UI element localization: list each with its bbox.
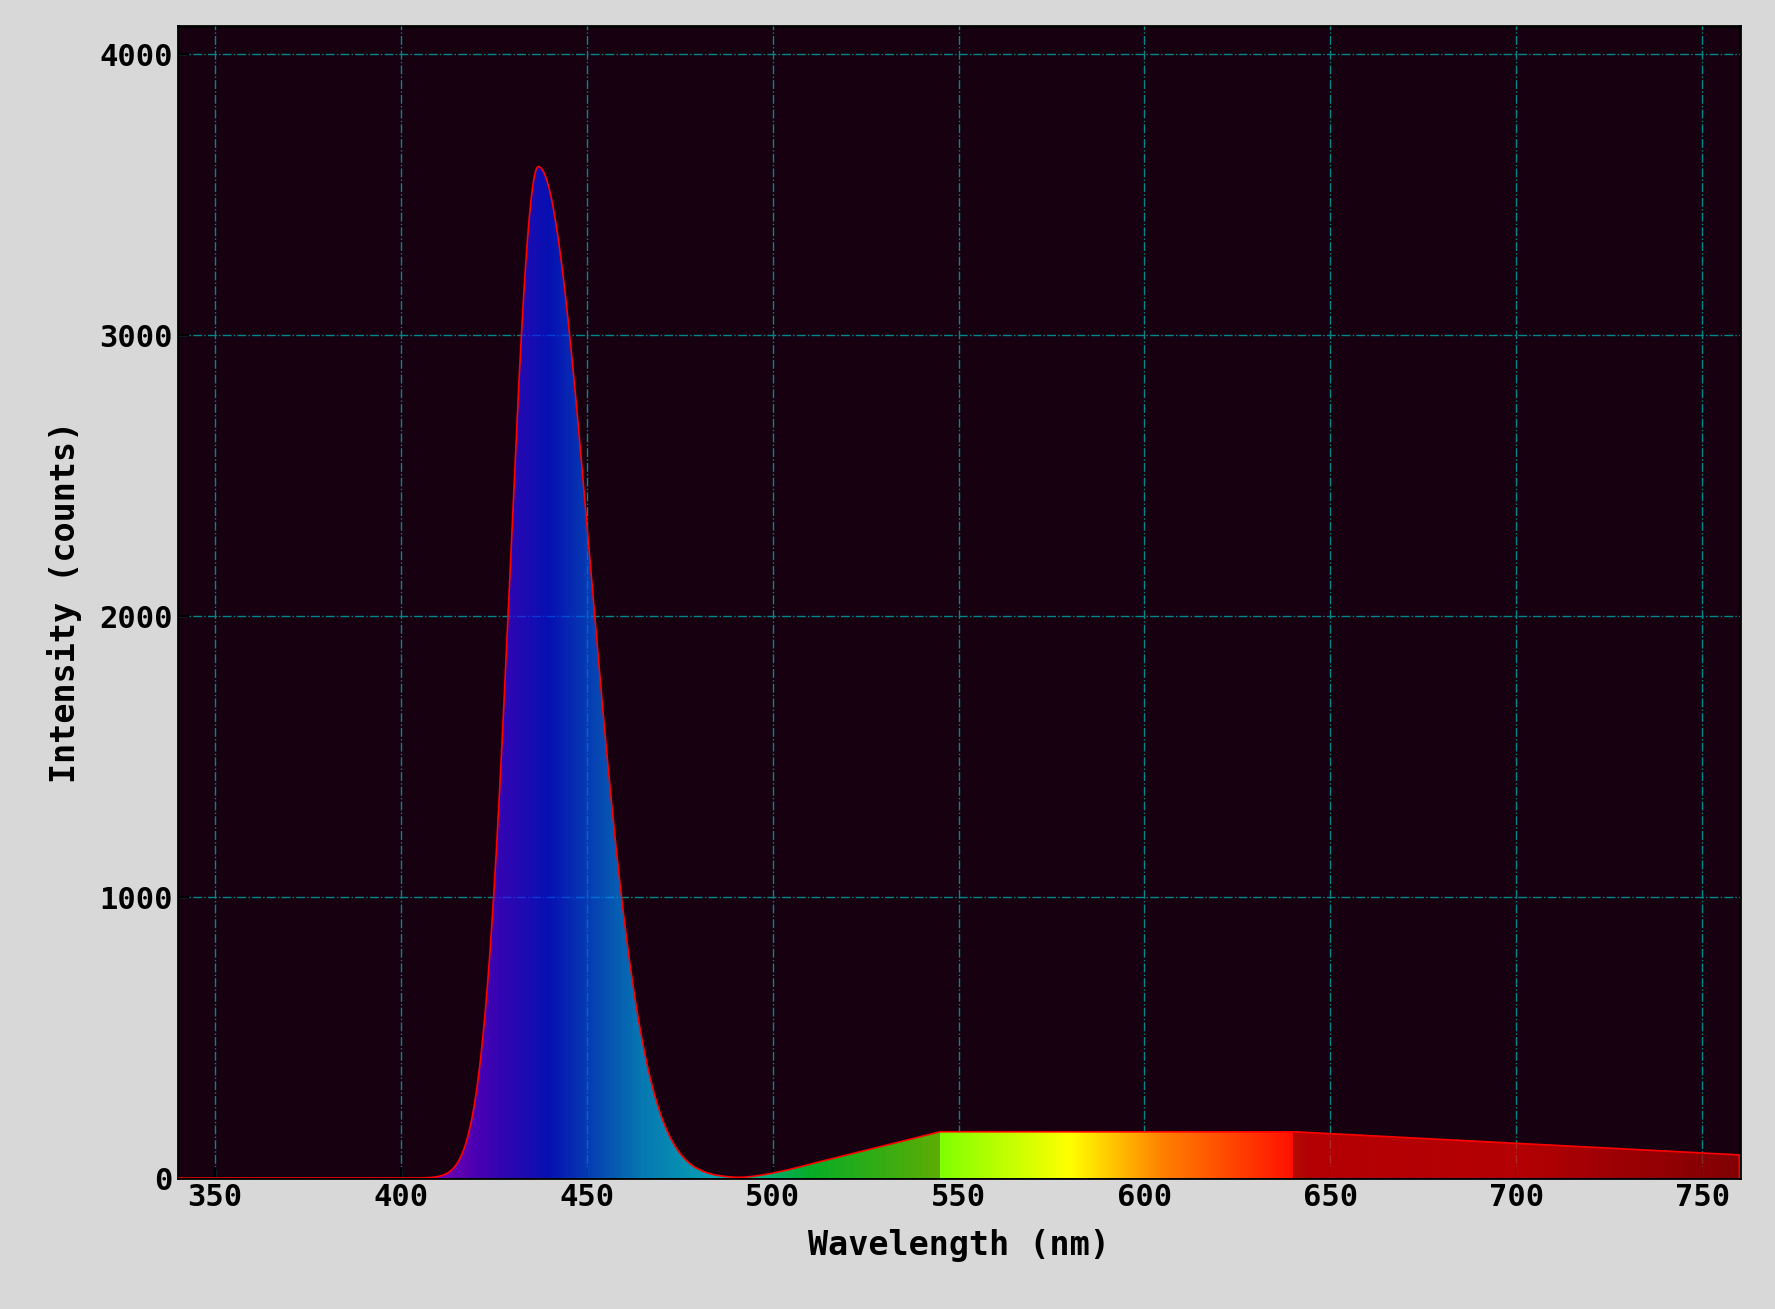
X-axis label: Wavelength (nm): Wavelength (nm): [808, 1229, 1109, 1262]
Y-axis label: Intensity (counts): Intensity (counts): [48, 421, 82, 783]
